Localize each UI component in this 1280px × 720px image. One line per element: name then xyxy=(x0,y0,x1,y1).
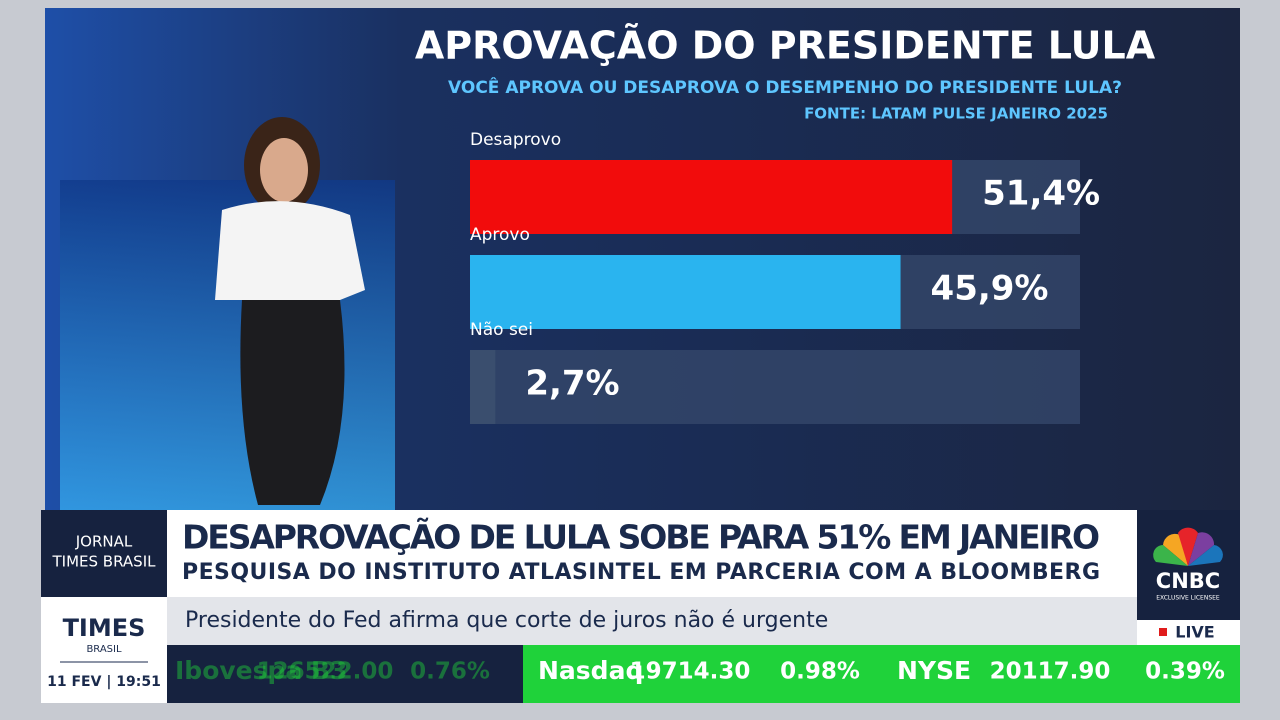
value-label: 51,4% xyxy=(982,174,1100,214)
bar-track xyxy=(470,350,1080,424)
program-line: JORNAL xyxy=(75,533,133,551)
category-label: Aprovo xyxy=(470,225,530,245)
network: CNBC xyxy=(1156,569,1220,593)
ticker-text: Presidente do Fed afirma que corte de ju… xyxy=(185,608,828,633)
bar xyxy=(470,350,496,424)
program-line: TIMES BRASIL xyxy=(52,553,157,571)
market-bar-faded xyxy=(167,645,523,703)
market-change: 0.98% xyxy=(780,659,860,685)
bar xyxy=(470,160,953,234)
brand-box xyxy=(41,597,167,703)
chart-title: APROVAÇÃO DO PRESIDENTE LULA xyxy=(415,24,1156,68)
datetime: 11 FEV | 19:51 xyxy=(47,674,161,690)
category-label: Desaprovo xyxy=(470,130,561,150)
market-value: 20117.90 xyxy=(990,659,1111,685)
market-change: 0.76% xyxy=(410,659,490,685)
market-value: 19714.30 xyxy=(630,659,751,685)
brand: TIMES xyxy=(63,614,146,642)
headline: DESAPROVAÇÃO DE LULA SOBE PARA 51% EM JA… xyxy=(182,517,1100,557)
brand-sub: BRASIL xyxy=(86,644,122,655)
network-logo xyxy=(1153,527,1223,566)
bar xyxy=(470,255,901,329)
presenter xyxy=(215,117,365,505)
headline-box xyxy=(167,510,1137,597)
value-label: 45,9% xyxy=(931,269,1049,309)
chart-subtitle: VOCÊ APROVA OU DESAPROVA O DESEMPENHO DO… xyxy=(448,76,1122,98)
live: LIVE xyxy=(1175,623,1214,642)
category-label: Não sei xyxy=(470,320,533,340)
market-name: Ibovespa B3 xyxy=(175,656,347,685)
ticker-text-box xyxy=(167,597,1137,645)
program-box xyxy=(41,510,167,597)
market-value: 126522.00 xyxy=(257,659,394,685)
live-box xyxy=(1137,620,1240,645)
value-label: 2,7% xyxy=(525,364,619,404)
market-name: Nasdaq xyxy=(538,656,643,685)
market-name: NYSE xyxy=(897,656,971,685)
chart-source: FONTE: LATAM PULSE JANEIRO 2025 xyxy=(804,105,1108,123)
subheadline: PESQUISA DO INSTITUTO ATLASINTEL EM PARC… xyxy=(182,560,1100,585)
market-change: 0.39% xyxy=(1145,659,1225,685)
network-sub: EXCLUSIVE LICENSEE xyxy=(1156,595,1220,602)
lower-third: JORNAL TIMES BRASIL DESAPROVAÇÃO DE LULA… xyxy=(41,510,1240,703)
live-dot xyxy=(1159,628,1167,636)
bar-chart: Desaprovo 51,4% Aprovo 45,9% Não sei 2,7% xyxy=(470,130,1100,424)
